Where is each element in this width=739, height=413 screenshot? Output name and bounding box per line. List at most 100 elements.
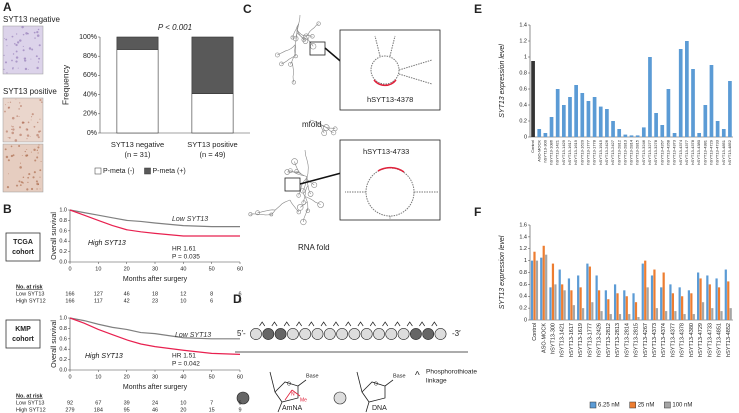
x-tick-label: hSYT13-4377 (670, 323, 676, 357)
dna-bead (311, 328, 324, 340)
x-tick-label: hSYT13-4851 (721, 139, 726, 164)
x-tick-label: hSYT13-1421 (555, 139, 560, 164)
panel-letter: E (474, 2, 482, 16)
cell (12, 66, 14, 69)
x-tick-label: hSYT13-4733 (707, 323, 713, 357)
cell (3, 68, 5, 71)
linkage-mark (283, 321, 290, 327)
rna-backbone (306, 36, 314, 47)
dna-bead (336, 328, 348, 340)
x-tick-label: hSYT13-1617 (567, 139, 572, 164)
x-tick-label: Control (530, 140, 535, 153)
x-tick-label: ASO-MOCK (536, 140, 541, 162)
x-tick-label: hSYT13-2815 (635, 139, 640, 164)
atom-label: Base (393, 373, 406, 379)
linkage-mark (419, 321, 425, 327)
risk-row-name: High SYT12 (16, 407, 46, 413)
cell (39, 176, 41, 178)
survival-curve (69, 317, 241, 355)
risk-value: 166 (65, 291, 74, 297)
bar (678, 287, 681, 320)
legend-label: P-meta (-) (103, 168, 135, 175)
zoom-arrow (299, 171, 346, 185)
cell (27, 176, 30, 179)
linkage-mark (308, 321, 315, 327)
bar (691, 69, 695, 137)
risk-title: No. at risk (16, 284, 44, 290)
survival-curve (69, 209, 240, 228)
bar (715, 278, 718, 320)
cell (27, 121, 30, 124)
bar (533, 251, 536, 320)
y-tick-label: 1 (524, 258, 527, 264)
rna-stem (345, 191, 438, 219)
cell (28, 47, 32, 50)
x-axis-label: Months after surgery (123, 276, 188, 283)
x-tick-label: 30 (152, 374, 158, 380)
y-tick-label: 1 (524, 54, 527, 60)
x-tick-note: (n = 49) (199, 150, 226, 159)
rna-loop (255, 210, 261, 216)
x-tick-label: hSYT13-4374 (678, 139, 683, 164)
rna-loop (321, 130, 328, 136)
amna-bead (422, 328, 435, 340)
legend-label: 25 nM (638, 403, 655, 409)
bar (729, 308, 732, 320)
cell (11, 59, 13, 62)
x-tick-label: hSYT13-4268 (665, 139, 670, 164)
cell (34, 37, 36, 39)
dna-bead (333, 391, 347, 405)
bar (558, 269, 561, 320)
bar (561, 284, 564, 320)
cell (30, 119, 32, 121)
linkage-label: Phosphorothioate (426, 369, 477, 376)
y-tick-label: 0.4 (519, 102, 527, 108)
cell (4, 61, 8, 64)
cell (33, 31, 36, 34)
cell (22, 176, 25, 178)
bar (721, 129, 726, 137)
y-tick-label: 1.2 (519, 246, 527, 252)
cell (23, 59, 27, 62)
rna-loop (305, 208, 311, 213)
modification-label: DNA (372, 405, 387, 412)
cell (31, 48, 34, 51)
bar (555, 89, 560, 137)
cell (27, 181, 29, 184)
cell (15, 184, 19, 187)
panel-letter: B (3, 202, 12, 216)
cell (6, 72, 8, 74)
rna-loop (284, 169, 290, 175)
cell (30, 58, 32, 60)
x-tick-label: hSYT13-1421 (560, 323, 566, 357)
cell (18, 126, 22, 129)
cell (17, 67, 19, 69)
cell (4, 148, 7, 151)
bar (549, 287, 552, 320)
cell (19, 104, 22, 107)
y-tick-label: 60% (83, 72, 97, 79)
rna-loop (291, 80, 296, 85)
linkage-mark (320, 321, 327, 327)
risk-value: 46 (152, 407, 158, 413)
curve-label: High SYT13 (88, 240, 126, 247)
x-tick-label: hSYT13-4378 (690, 139, 695, 164)
cell (28, 173, 31, 176)
cell (33, 125, 36, 128)
bar (549, 117, 554, 137)
cell (5, 130, 9, 133)
linkage-mark (259, 321, 266, 327)
dna-bead (348, 328, 361, 340)
cell (12, 125, 14, 128)
x-tick-label: hSYT13-4729 (698, 323, 704, 357)
method-label: RNA fold (298, 243, 330, 252)
panel-letter: D (233, 292, 242, 306)
risk-value: 20 (180, 407, 186, 413)
cell (40, 160, 42, 162)
cell (27, 68, 29, 70)
dna-bead (250, 328, 262, 340)
cell (12, 53, 15, 55)
cell (19, 39, 22, 42)
y-tick-label: 1.0 (59, 207, 67, 213)
